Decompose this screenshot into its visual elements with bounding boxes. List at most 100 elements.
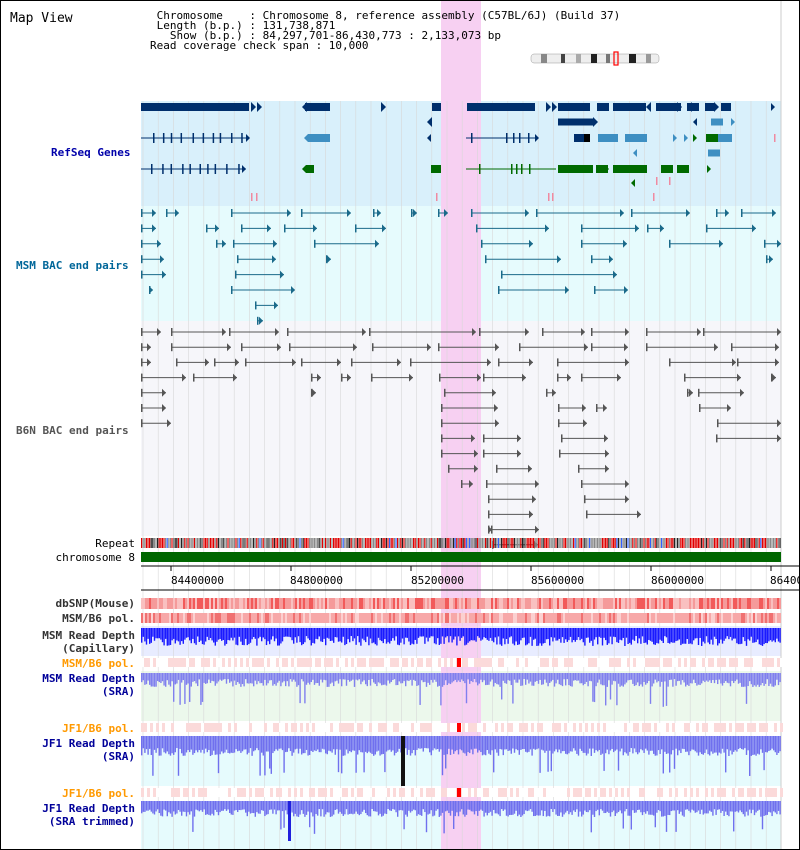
track-label-refseq[interactable]: RefSeq Genes [51, 146, 131, 159]
dbsnp-cell [651, 598, 653, 609]
dbsnp-cell [155, 598, 157, 609]
strand-arrow [731, 118, 735, 126]
msm-sra-depth-bar [613, 673, 615, 681]
msm-b6-pol-cell [575, 613, 577, 623]
jf1-sra-depth-bar [361, 736, 364, 753]
msm-sra-depth-bar [747, 673, 749, 687]
msm-b6-pol-cell [593, 613, 595, 623]
msm-cap-depth-bar [302, 628, 304, 645]
b6n-bac-pair-end [441, 449, 443, 458]
jf1-trim-depth-bar [376, 801, 378, 812]
msm-cap-depth-bar [309, 628, 311, 641]
msm-cap-depth-bar [315, 628, 317, 639]
msm-sra-depth-bar [590, 673, 592, 682]
refseq-gene-exon [708, 149, 720, 157]
msm-cap-depth-bar [702, 628, 704, 642]
msm-cap-depth-bar [203, 628, 205, 645]
msm-b6-pol-2-cell [174, 658, 177, 667]
msm-sra-depth-bar [285, 673, 287, 687]
msm-b6-pol-2-cell [552, 658, 555, 667]
msm-bac-pair-end [175, 209, 179, 217]
b6n-bac-pair-end [535, 525, 539, 534]
msm-bac-pair-end [565, 286, 569, 294]
track-label-jf1-depth-trimmed[interactable]: JF1 Read Depth (SRA trimmed) [42, 802, 135, 828]
jf1-b6-pol-cell [705, 723, 708, 732]
jf1-b6-pol-2-cell [546, 788, 549, 797]
track-label-msm-depth-sra[interactable]: MSM Read Depth (SRA) [42, 672, 135, 698]
msm-sra-depth-bar [694, 673, 696, 683]
msm-b6-pol-cell [547, 613, 549, 623]
jf1-trim-depth-bar [521, 801, 524, 816]
repeat-element [293, 538, 295, 548]
msm-sra-depth-bar [147, 673, 149, 681]
repeat-element [395, 538, 397, 548]
jf1-trim-depth-bar [424, 801, 426, 813]
jf1-b6-pol-cell [153, 723, 156, 732]
msm-b6-pol-2-cell [654, 658, 657, 667]
msm-cap-depth-bar [464, 628, 466, 646]
track-label-jf1-b6-pol[interactable]: JF1/B6 pol. [62, 722, 135, 735]
jf1-trim-depth-bar [622, 801, 624, 829]
repeat-element [141, 538, 143, 548]
jf1-trim-depth-bar [597, 801, 599, 810]
jf1-trim-depth-bar [579, 801, 581, 812]
repeat-element [696, 538, 698, 548]
jf1-b6-pol-2-cell [213, 788, 216, 797]
jf1-trim-depth-bar [192, 801, 194, 832]
dbsnp-cell [409, 598, 411, 609]
msm-sra-depth-bar [507, 673, 509, 681]
repeat-element [613, 538, 615, 548]
msm-cap-depth-bar [528, 628, 530, 644]
msm-cap-depth-bar [577, 628, 580, 638]
jf1-b6-pol-2-cell [216, 788, 219, 797]
jf1-trim-depth-bar [253, 801, 255, 814]
msm-sra-depth-bar [581, 673, 583, 684]
msm-b6-pol-2-cell [288, 658, 291, 667]
jf1-b6-pol-2-cell [222, 788, 225, 797]
msm-sra-depth-bar [493, 673, 495, 687]
jf1-b6-pol-cell [555, 723, 558, 732]
msm-sra-depth-bar [584, 673, 586, 684]
msm-sra-depth-bar [326, 673, 328, 687]
dbsnp-cell [393, 598, 395, 609]
msm-b6-pol-cell [731, 613, 733, 623]
jf1-sra-depth-bar [549, 736, 551, 751]
msm-b6-pol-cell [543, 613, 545, 623]
track-label-msm-b6-pol-2[interactable]: MSM/B6 pol. [62, 657, 135, 670]
b6n-bac-pair-end [583, 419, 587, 428]
msm-b6-pol-2-cell [525, 658, 528, 667]
jf1-trim-depth-bar [369, 801, 372, 817]
jf1-trim-depth-bar [403, 801, 405, 830]
track-label-msm-depth-capillary[interactable]: MSM Read Depth (Capillary) [42, 629, 135, 655]
msm-cap-depth-bar [496, 628, 498, 645]
jf1-trim-depth-bar [189, 801, 191, 815]
msm-cap-depth-bar [473, 628, 476, 641]
msm-b6-pol-cell [203, 613, 205, 623]
msm-cap-depth-bar [176, 628, 178, 641]
repeat-element [608, 538, 610, 548]
dbsnp-cell [741, 598, 743, 609]
jf1-sra-depth-bar [702, 736, 704, 755]
msm-b6-pol-2-cell [486, 658, 489, 667]
msm-b6-pol-2-cell [522, 658, 525, 667]
msm-b6-pol-cell [319, 613, 321, 623]
msm-sra-depth-bar [241, 673, 244, 685]
jf1-trim-depth-bar [358, 801, 360, 816]
track-label-dbsnp[interactable]: dbSNP(Mouse) [55, 597, 135, 610]
track-label-jf1-b6-pol-2[interactable]: JF1/B6 pol. [62, 787, 135, 800]
msm-b6-pol-cell [249, 613, 251, 623]
msm-b6-pol-2-cell [621, 658, 624, 667]
track-label-b6n-bac[interactable]: B6N BAC end pairs [16, 424, 129, 437]
repeat-element [467, 538, 469, 548]
repeat-element [313, 538, 315, 548]
msm-b6-pol-cell [765, 613, 767, 623]
track-label-msm-bac[interactable]: MSM BAC end pairs [16, 259, 129, 272]
track-label-msm-b6-pol[interactable]: MSM/B6 pol. [62, 612, 135, 625]
msm-sra-depth-bar [293, 673, 295, 680]
jf1-trim-depth-bar [323, 801, 325, 817]
msm-sra-depth-bar [518, 673, 520, 680]
jf1-sra-depth-bar [760, 736, 762, 750]
track-label-jf1-depth-sra[interactable]: JF1 Read Depth (SRA) [42, 737, 135, 763]
msm-b6-pol-cell [217, 613, 219, 623]
msm-b6-pol-cell [709, 613, 711, 623]
